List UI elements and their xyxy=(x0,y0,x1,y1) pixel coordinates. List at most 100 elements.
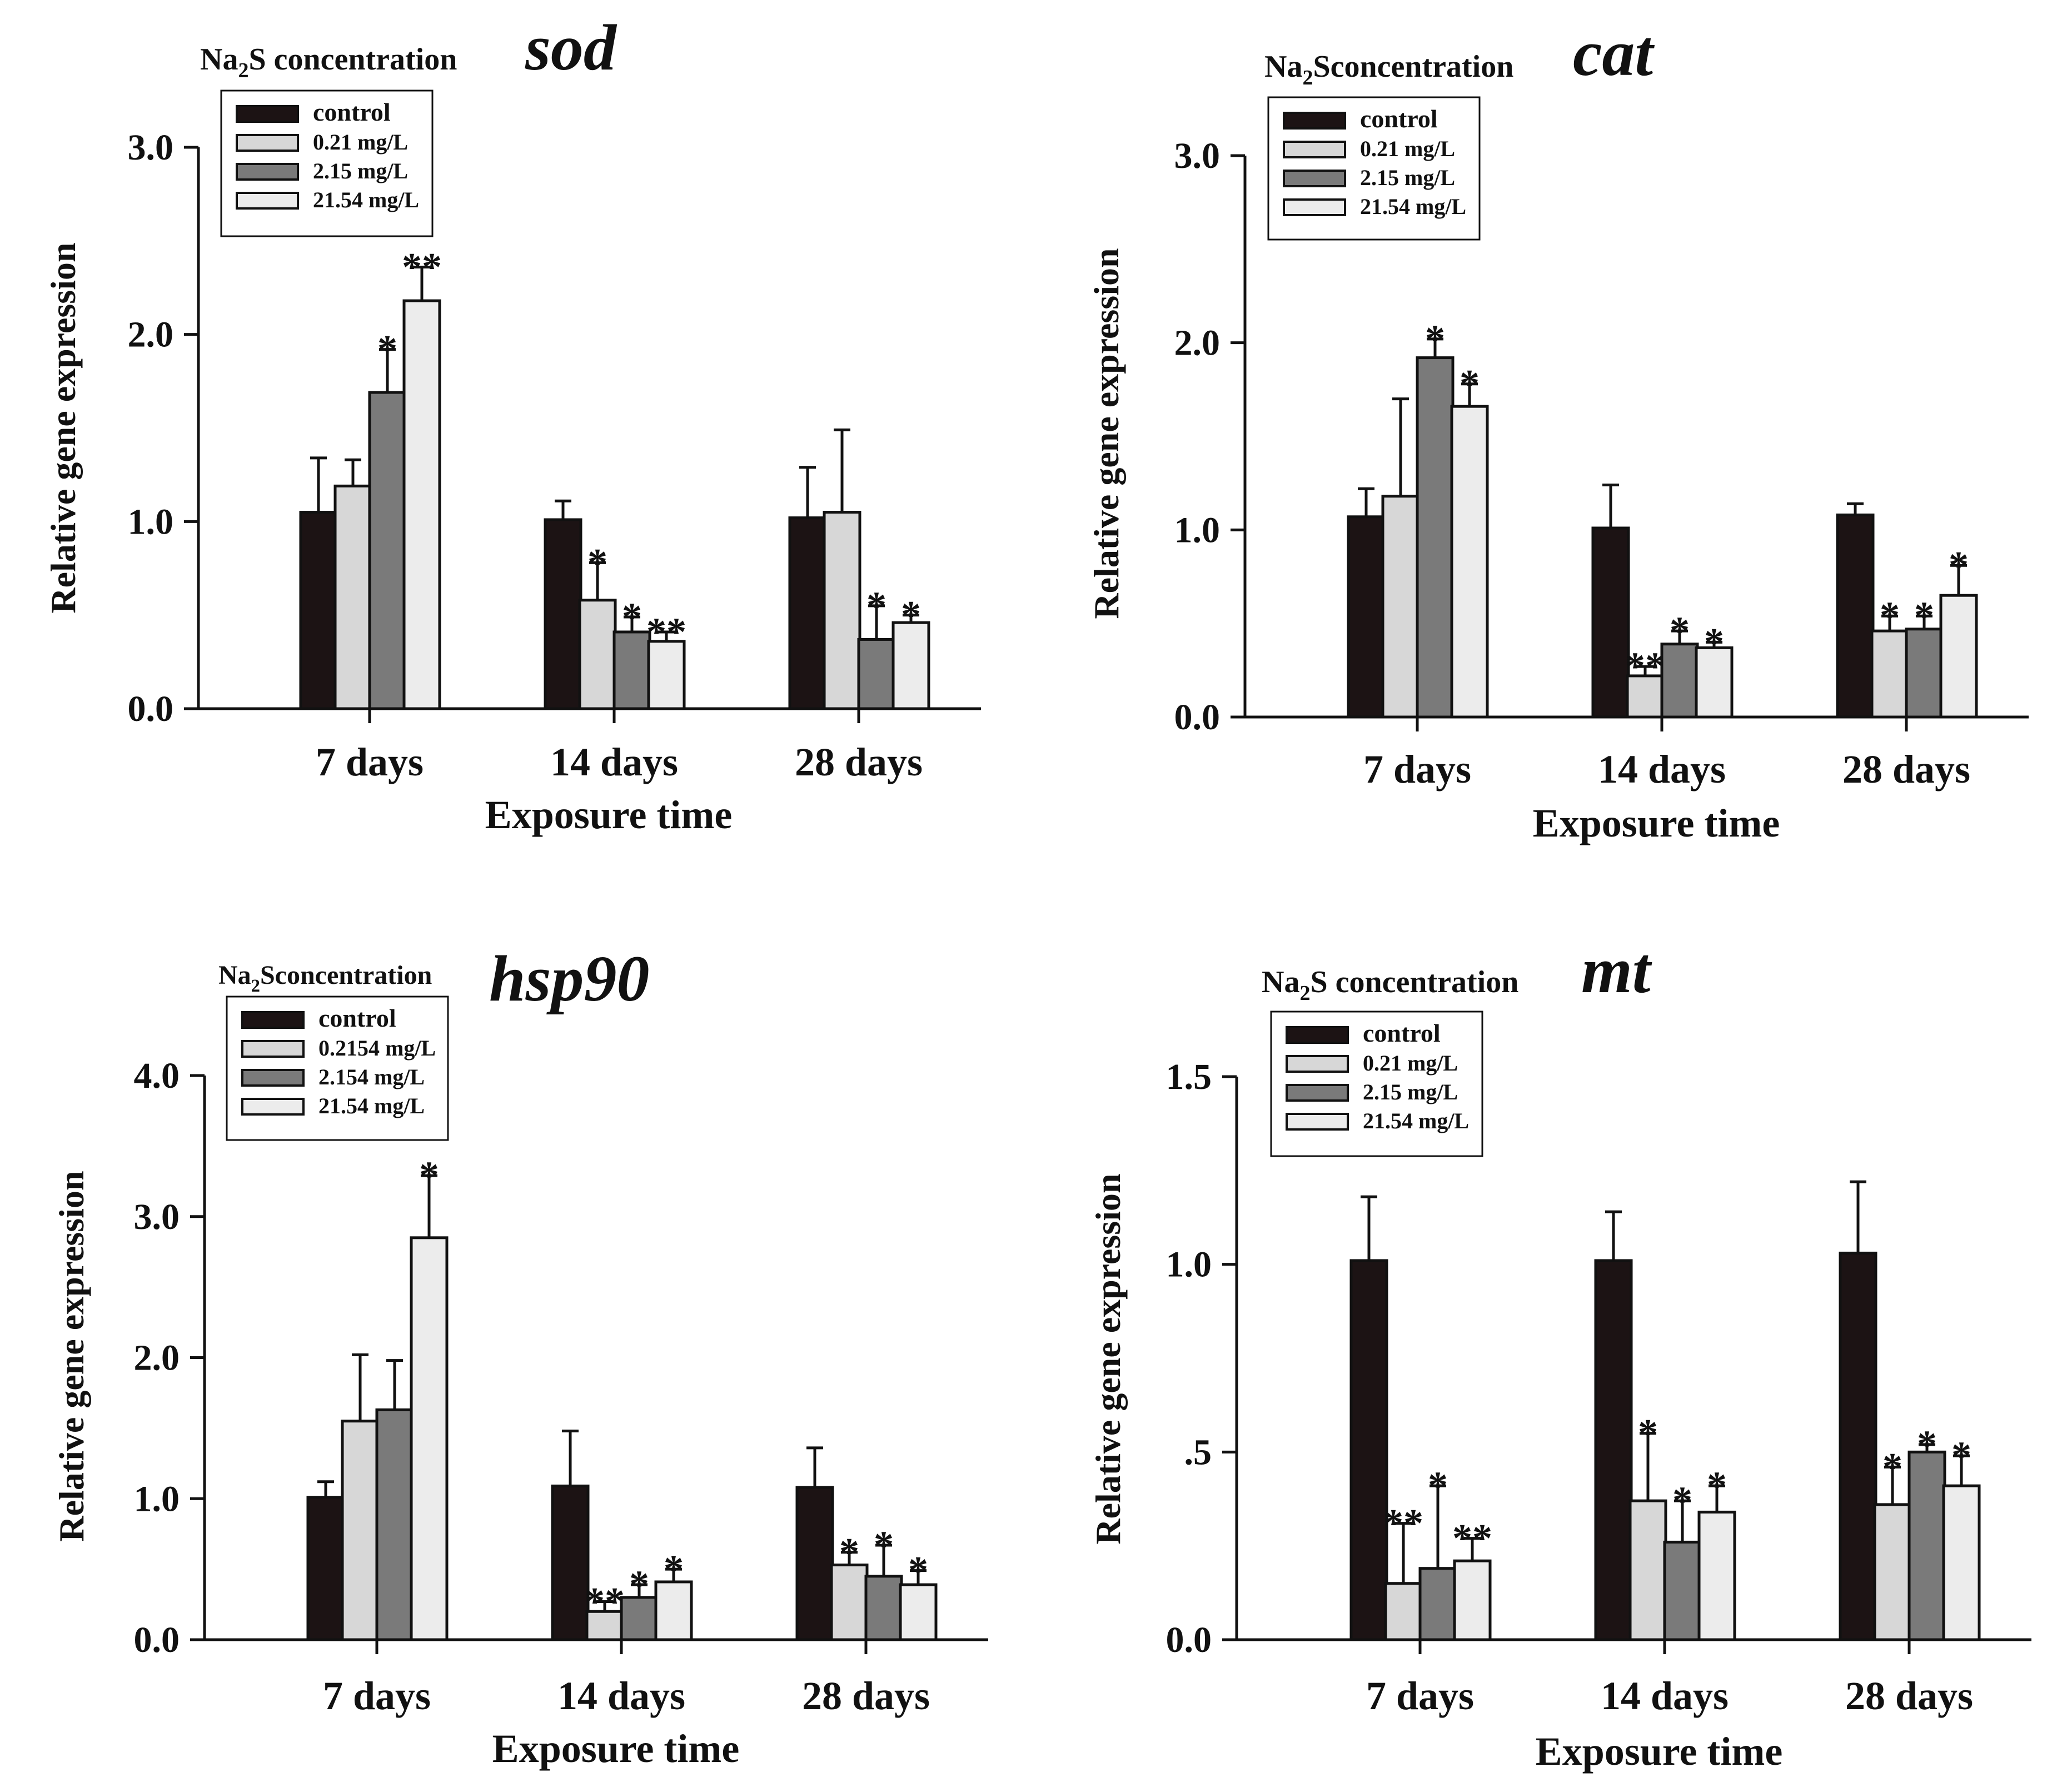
legend-swatch xyxy=(1286,1113,1349,1131)
significance-mark: * xyxy=(1882,1445,1902,1489)
significance-mark: ** xyxy=(1452,1516,1492,1561)
bar xyxy=(612,630,651,710)
significance-mark: * xyxy=(1672,1479,1692,1523)
significance-mark: * xyxy=(1914,594,1934,638)
significance-mark: * xyxy=(1428,1464,1448,1508)
bar xyxy=(1942,1484,1981,1641)
legend-swatch xyxy=(241,1040,305,1058)
bar xyxy=(402,299,441,710)
significance-mark: ** xyxy=(1625,644,1665,689)
legend-swatch xyxy=(1283,170,1346,187)
bar xyxy=(1381,495,1420,719)
legend-label: control xyxy=(1360,104,1438,133)
legend-swatch xyxy=(236,163,299,181)
legend-swatch xyxy=(236,134,299,152)
significance-mark: * xyxy=(874,1523,894,1567)
category-label: 7 days xyxy=(316,740,424,784)
panel-mt: mt Na2S concentration control 0.21 mg/L 2.15… xyxy=(1088,934,2031,1774)
bar xyxy=(1347,515,1386,719)
y-axis-title: Relative gene expression xyxy=(52,1171,91,1541)
bar xyxy=(857,638,896,710)
bar xyxy=(1873,1503,1912,1641)
legend-label: 2.15 mg/L xyxy=(313,158,408,183)
category-label: 7 days xyxy=(323,1674,431,1718)
bar xyxy=(1663,1540,1702,1641)
bar xyxy=(1697,1510,1736,1641)
legend-label: 2.154 mg/L xyxy=(318,1064,425,1089)
bar xyxy=(375,1408,414,1641)
y-axis-title: Relative gene expression xyxy=(1088,1173,1128,1544)
bar xyxy=(1349,1259,1388,1641)
bar xyxy=(368,391,407,710)
gene-title: sod xyxy=(525,11,617,84)
legend-swatch xyxy=(241,1011,305,1029)
y-tick-label: 3.0 xyxy=(1174,136,1221,176)
category-label: 14 days xyxy=(550,740,678,784)
bar xyxy=(823,511,861,710)
legend: control 0.21 mg/L 2.15 mg/L 21.54 mg/L xyxy=(220,89,434,237)
significance-mark: * xyxy=(664,1547,684,1591)
y-tick-label: 0.0 xyxy=(134,1620,180,1660)
gene-title: mt xyxy=(1581,934,1652,1007)
legend: control 0.21 mg/L 2.15 mg/L 21.54 mg/L xyxy=(1270,1011,1483,1157)
legend-label: control xyxy=(1363,1019,1441,1047)
significance-mark: * xyxy=(839,1530,859,1575)
bar xyxy=(864,1575,903,1641)
y-tick-label: 2.0 xyxy=(1174,323,1221,364)
legend-label: 21.54 mg/L xyxy=(313,187,419,212)
gene-title: cat xyxy=(1573,17,1655,89)
y-tick-label: 2.0 xyxy=(134,1338,180,1378)
y-tick-label: 1.0 xyxy=(128,501,174,542)
y-tick-label: 3.0 xyxy=(128,127,174,168)
bar xyxy=(1628,1499,1667,1641)
significance-mark: * xyxy=(1880,594,1900,638)
bar xyxy=(544,518,582,710)
bar xyxy=(306,1496,345,1641)
panel-cat: cat Na2Sconcentration control 0.21 mg/L 2.15… xyxy=(1087,17,2029,845)
legend-label: 2.15 mg/L xyxy=(1363,1079,1458,1104)
significance-mark: * xyxy=(908,1549,928,1593)
significance-mark: * xyxy=(629,1562,649,1607)
y-tick-label: 1.0 xyxy=(1166,1245,1212,1285)
significance-mark: * xyxy=(901,593,921,638)
bar xyxy=(1416,356,1455,719)
y-tick-label: .5 xyxy=(1184,1432,1212,1472)
legend-swatch xyxy=(1286,1026,1349,1044)
bar xyxy=(341,1420,380,1641)
significance-mark: * xyxy=(1425,317,1445,361)
significance-mark: ** xyxy=(1383,1501,1423,1546)
bar xyxy=(795,1486,834,1641)
panel-sod: sod Na2S concentration control 0.21 mg/L 2.1… xyxy=(43,11,981,837)
category-label: 28 days xyxy=(795,740,923,784)
x-axis-title: Exposure time xyxy=(1536,1729,1783,1774)
bar xyxy=(1418,1567,1457,1641)
category-label: 14 days xyxy=(1598,747,1726,792)
legend-label: 0.2154 mg/L xyxy=(318,1036,436,1061)
y-axis-title: Relative gene expression xyxy=(43,242,83,613)
bar xyxy=(1384,1582,1423,1641)
y-tick-label: 3.0 xyxy=(134,1197,180,1237)
bar xyxy=(1453,1559,1492,1641)
legend-swatch xyxy=(241,1098,305,1116)
bar xyxy=(891,621,930,710)
significance-mark: ** xyxy=(402,245,442,289)
x-axis-title: Exposure time xyxy=(485,793,733,837)
gene-title: hsp90 xyxy=(489,942,650,1015)
y-tick-label: 4.0 xyxy=(134,1056,180,1096)
y-tick-label: 1.0 xyxy=(1174,510,1221,550)
significance-mark: ** xyxy=(646,610,686,654)
significance-mark: * xyxy=(1460,362,1480,406)
significance-mark: * xyxy=(1670,609,1690,653)
significance-mark: ** xyxy=(585,1579,625,1624)
significance-mark: * xyxy=(587,540,607,585)
bar xyxy=(1450,405,1489,719)
legend-label: 0.21 mg/L xyxy=(313,130,408,155)
bar xyxy=(1660,643,1699,719)
y-tick-label: 0.0 xyxy=(1174,697,1221,738)
bar xyxy=(788,516,827,710)
bar xyxy=(1939,594,1978,719)
legend-title: Na2S concentration xyxy=(200,42,457,82)
y-tick-label: 0.0 xyxy=(1166,1620,1212,1660)
legend-label: 21.54 mg/L xyxy=(1360,194,1466,219)
legend-title: Na2Sconcentration xyxy=(1264,49,1513,89)
